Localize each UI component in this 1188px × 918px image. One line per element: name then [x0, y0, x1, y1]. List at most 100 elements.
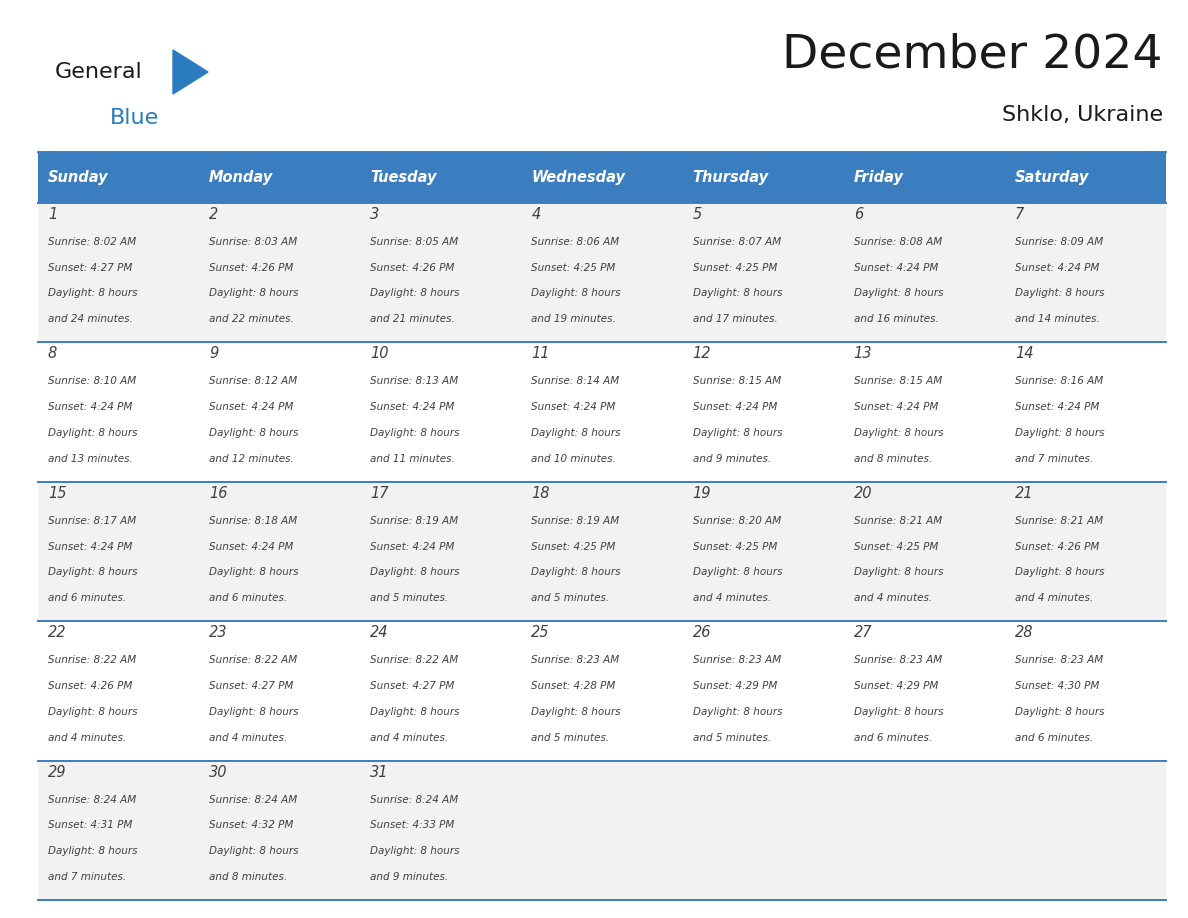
- Text: Sunrise: 8:09 AM: Sunrise: 8:09 AM: [1015, 237, 1104, 247]
- Text: Daylight: 8 hours: Daylight: 8 hours: [1015, 428, 1105, 438]
- Bar: [38, 152, 200, 203]
- Bar: [1005, 761, 1165, 900]
- Bar: [843, 482, 1005, 621]
- Text: Daylight: 8 hours: Daylight: 8 hours: [531, 428, 621, 438]
- Text: 21: 21: [1015, 486, 1034, 500]
- Bar: [683, 761, 843, 900]
- Text: Sunset: 4:27 PM: Sunset: 4:27 PM: [48, 263, 132, 273]
- Text: 11: 11: [531, 346, 550, 362]
- Text: Sunset: 4:25 PM: Sunset: 4:25 PM: [854, 542, 939, 552]
- Bar: [200, 152, 360, 203]
- Text: Daylight: 8 hours: Daylight: 8 hours: [854, 288, 943, 298]
- Bar: [843, 761, 1005, 900]
- Text: Sunset: 4:32 PM: Sunset: 4:32 PM: [209, 821, 293, 831]
- Text: Daylight: 8 hours: Daylight: 8 hours: [1015, 707, 1105, 717]
- Text: and 6 minutes.: and 6 minutes.: [1015, 733, 1093, 743]
- Text: Sunrise: 8:21 AM: Sunrise: 8:21 AM: [1015, 516, 1104, 526]
- Text: and 4 minutes.: and 4 minutes.: [209, 733, 287, 743]
- Text: Daylight: 8 hours: Daylight: 8 hours: [854, 567, 943, 577]
- Text: 27: 27: [854, 625, 872, 640]
- Text: Sunrise: 8:13 AM: Sunrise: 8:13 AM: [371, 376, 459, 386]
- Text: Sunrise: 8:17 AM: Sunrise: 8:17 AM: [48, 516, 137, 526]
- Text: Daylight: 8 hours: Daylight: 8 hours: [371, 428, 460, 438]
- Bar: [1005, 621, 1165, 761]
- Bar: [1005, 152, 1165, 203]
- Text: 1: 1: [48, 207, 57, 222]
- Bar: [360, 761, 522, 900]
- Bar: [522, 482, 683, 621]
- Bar: [522, 152, 683, 203]
- Text: Daylight: 8 hours: Daylight: 8 hours: [209, 288, 298, 298]
- Text: Shklo, Ukraine: Shklo, Ukraine: [1001, 105, 1163, 125]
- Bar: [360, 203, 522, 342]
- Text: and 5 minutes.: and 5 minutes.: [693, 733, 771, 743]
- Text: and 14 minutes.: and 14 minutes.: [1015, 314, 1100, 324]
- Text: Daylight: 8 hours: Daylight: 8 hours: [693, 428, 782, 438]
- Bar: [843, 152, 1005, 203]
- Text: Sunrise: 8:21 AM: Sunrise: 8:21 AM: [854, 516, 942, 526]
- Text: Daylight: 8 hours: Daylight: 8 hours: [1015, 288, 1105, 298]
- Text: Sunrise: 8:22 AM: Sunrise: 8:22 AM: [209, 655, 297, 666]
- Text: Daylight: 8 hours: Daylight: 8 hours: [693, 288, 782, 298]
- Text: 19: 19: [693, 486, 712, 500]
- Text: 25: 25: [531, 625, 550, 640]
- Bar: [522, 342, 683, 482]
- Bar: [522, 761, 683, 900]
- Text: Sunset: 4:24 PM: Sunset: 4:24 PM: [209, 542, 293, 552]
- Text: Daylight: 8 hours: Daylight: 8 hours: [854, 428, 943, 438]
- Text: and 4 minutes.: and 4 minutes.: [693, 593, 771, 603]
- Text: and 16 minutes.: and 16 minutes.: [854, 314, 939, 324]
- Text: Sunset: 4:24 PM: Sunset: 4:24 PM: [371, 402, 455, 412]
- Text: Daylight: 8 hours: Daylight: 8 hours: [48, 846, 138, 856]
- Text: Sunset: 4:26 PM: Sunset: 4:26 PM: [209, 263, 293, 273]
- Text: 28: 28: [1015, 625, 1034, 640]
- Text: 30: 30: [209, 765, 228, 779]
- Text: and 19 minutes.: and 19 minutes.: [531, 314, 617, 324]
- Bar: [360, 342, 522, 482]
- Text: and 11 minutes.: and 11 minutes.: [371, 453, 455, 464]
- Text: Sunset: 4:24 PM: Sunset: 4:24 PM: [531, 402, 615, 412]
- Text: Sunset: 4:26 PM: Sunset: 4:26 PM: [371, 263, 455, 273]
- Bar: [683, 482, 843, 621]
- Text: Daylight: 8 hours: Daylight: 8 hours: [48, 707, 138, 717]
- Text: Sunset: 4:24 PM: Sunset: 4:24 PM: [1015, 263, 1099, 273]
- Bar: [200, 342, 360, 482]
- Text: Sunrise: 8:19 AM: Sunrise: 8:19 AM: [371, 516, 459, 526]
- Text: Monday: Monday: [209, 170, 273, 185]
- Text: Friday: Friday: [854, 170, 904, 185]
- Text: General: General: [55, 62, 143, 82]
- Text: Daylight: 8 hours: Daylight: 8 hours: [209, 846, 298, 856]
- Text: Sunrise: 8:02 AM: Sunrise: 8:02 AM: [48, 237, 137, 247]
- Bar: [38, 203, 200, 342]
- Text: Sunset: 4:29 PM: Sunset: 4:29 PM: [854, 681, 939, 691]
- Text: and 9 minutes.: and 9 minutes.: [371, 872, 448, 882]
- Text: Sunrise: 8:24 AM: Sunrise: 8:24 AM: [209, 795, 297, 804]
- Text: and 6 minutes.: and 6 minutes.: [854, 733, 931, 743]
- Bar: [683, 342, 843, 482]
- Text: Saturday: Saturday: [1015, 170, 1089, 185]
- Text: 8: 8: [48, 346, 57, 362]
- Bar: [38, 342, 200, 482]
- Text: 18: 18: [531, 486, 550, 500]
- Text: and 21 minutes.: and 21 minutes.: [371, 314, 455, 324]
- Text: and 10 minutes.: and 10 minutes.: [531, 453, 617, 464]
- Bar: [1005, 482, 1165, 621]
- Text: 5: 5: [693, 207, 702, 222]
- Text: Sunset: 4:24 PM: Sunset: 4:24 PM: [209, 402, 293, 412]
- Text: Daylight: 8 hours: Daylight: 8 hours: [531, 567, 621, 577]
- Bar: [683, 621, 843, 761]
- Text: Sunset: 4:30 PM: Sunset: 4:30 PM: [1015, 681, 1099, 691]
- Bar: [38, 621, 200, 761]
- Text: Sunset: 4:33 PM: Sunset: 4:33 PM: [371, 821, 455, 831]
- Text: Daylight: 8 hours: Daylight: 8 hours: [371, 288, 460, 298]
- Text: Sunset: 4:24 PM: Sunset: 4:24 PM: [854, 263, 939, 273]
- Text: and 4 minutes.: and 4 minutes.: [48, 733, 126, 743]
- Text: Sunrise: 8:19 AM: Sunrise: 8:19 AM: [531, 516, 620, 526]
- Text: Daylight: 8 hours: Daylight: 8 hours: [48, 567, 138, 577]
- Text: and 4 minutes.: and 4 minutes.: [1015, 593, 1093, 603]
- Text: 2: 2: [209, 207, 219, 222]
- Text: 9: 9: [209, 346, 219, 362]
- Text: Sunset: 4:27 PM: Sunset: 4:27 PM: [371, 681, 455, 691]
- Bar: [200, 482, 360, 621]
- Text: 16: 16: [209, 486, 228, 500]
